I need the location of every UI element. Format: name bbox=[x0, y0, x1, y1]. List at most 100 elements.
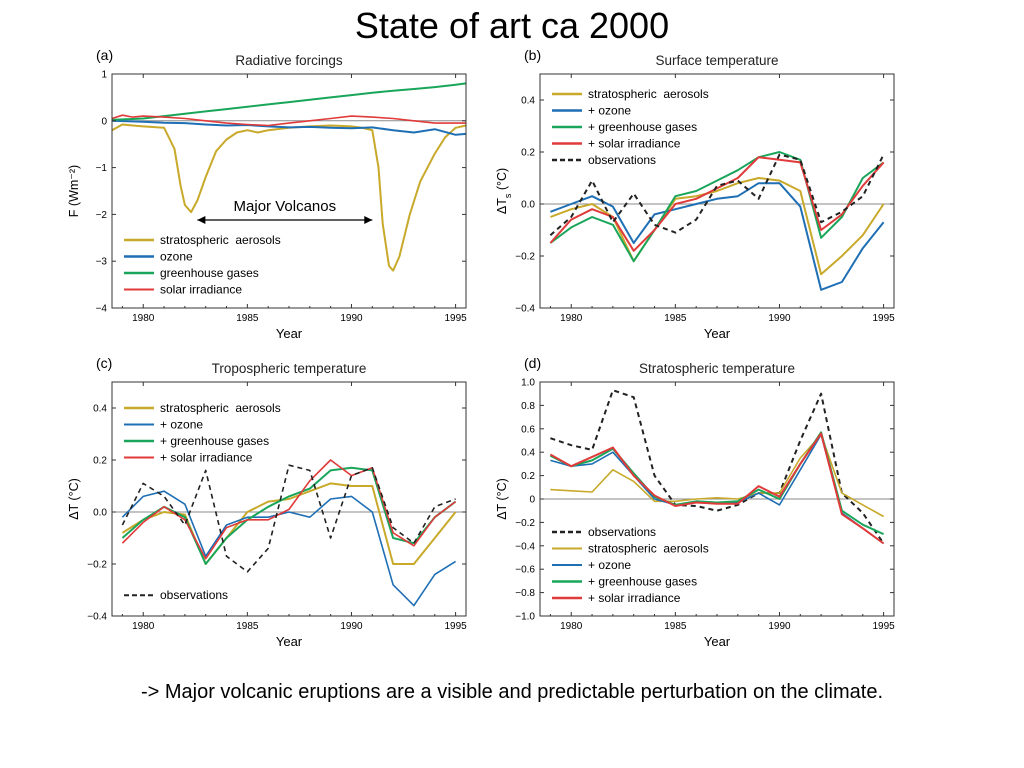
series-line-ozone bbox=[121, 490, 457, 607]
x-tick-label: 1995 bbox=[872, 313, 895, 324]
legend-label-ozone: + ozone bbox=[588, 104, 631, 118]
x-tick-label: 1995 bbox=[444, 621, 467, 632]
x-axis-label: Year bbox=[704, 326, 731, 341]
series-line-observations bbox=[121, 464, 456, 573]
y-axis-label: ΔT (°C) bbox=[495, 478, 509, 520]
x-tick-label: 1980 bbox=[560, 313, 583, 324]
legend-label-solar-irradiance: solar irradiance bbox=[160, 283, 242, 297]
slide-caption: -> Major volcanic eruptions are a visibl… bbox=[140, 681, 884, 703]
y-tick-label: 0.6 bbox=[521, 424, 535, 435]
x-tick-label: 1995 bbox=[872, 621, 895, 632]
y-tick-label: 0 bbox=[101, 116, 107, 127]
x-axis-label: Year bbox=[276, 634, 303, 649]
legend-label-ozone: + ozone bbox=[588, 558, 631, 572]
chart-title: Radiative forcings bbox=[235, 53, 343, 68]
x-axis-label: Year bbox=[276, 326, 303, 341]
volcano-arrow-left-head bbox=[197, 216, 206, 225]
y-tick-label: 0.2 bbox=[521, 148, 535, 159]
series-line-observations bbox=[549, 153, 885, 236]
series-line-stratospheric-aerosols bbox=[550, 177, 885, 276]
y-tick-label: −0.8 bbox=[515, 588, 535, 599]
x-tick-label: 1985 bbox=[664, 313, 687, 324]
y-axis-label: ΔT (°C) bbox=[67, 478, 81, 520]
legend-label-solar-irradiance: + solar irradiance bbox=[160, 451, 253, 465]
series-line-stratospheric-aerosols bbox=[111, 123, 467, 272]
y-tick-label: −0.4 bbox=[87, 612, 107, 623]
x-axis-label: Year bbox=[704, 634, 731, 649]
y-tick-label: −4 bbox=[96, 304, 108, 315]
legend-label-observations: observations bbox=[588, 153, 656, 167]
series-line-greenhouse-gases bbox=[549, 151, 885, 263]
y-tick-label: −0.2 bbox=[515, 518, 535, 529]
y-tick-label: 1 bbox=[101, 70, 107, 81]
x-tick-label: 1995 bbox=[444, 313, 467, 324]
panel-label: (d) bbox=[524, 355, 541, 371]
chart-title: Tropospheric temperature bbox=[212, 361, 367, 376]
panel-label: (b) bbox=[524, 47, 541, 63]
y-tick-label: 0.0 bbox=[93, 508, 107, 519]
y-tick-label: 0.2 bbox=[521, 471, 535, 482]
y-tick-label: −1.0 bbox=[515, 612, 535, 623]
panel-label: (c) bbox=[96, 355, 112, 371]
x-tick-label: 1990 bbox=[768, 313, 791, 324]
x-tick-label: 1990 bbox=[340, 621, 363, 632]
series-line-solar-irradiance bbox=[111, 114, 466, 127]
legend-label-stratospheric-aerosols: stratospheric aerosols bbox=[160, 401, 281, 415]
tropospheric-temperature-chart: (c) Tropospheric temperature 1980 1985 1990 1… bbox=[67, 355, 467, 649]
y-tick-label: −0.2 bbox=[87, 560, 107, 571]
panel-label: (a) bbox=[96, 47, 113, 63]
x-tick-label: 1985 bbox=[236, 621, 259, 632]
legend-label-solar-irradiance: + solar irradiance bbox=[588, 137, 681, 151]
x-tick-label: 1980 bbox=[560, 621, 583, 632]
legend-label-stratospheric-aerosols: stratospheric aerosols bbox=[588, 87, 709, 101]
y-tick-label: 0.8 bbox=[521, 401, 535, 412]
y-tick-label: −1 bbox=[96, 163, 108, 174]
y-axis-label: ΔTs (°C) bbox=[495, 168, 513, 214]
x-tick-label: 1990 bbox=[340, 313, 363, 324]
series-line-stratospheric-aerosols bbox=[550, 433, 884, 518]
series-line-solar-irradiance bbox=[549, 156, 885, 252]
x-tick-label: 1980 bbox=[132, 621, 155, 632]
series-line-greenhouse-gases bbox=[111, 82, 467, 121]
legend-label-greenhouse-gases: + greenhouse gases bbox=[588, 120, 697, 134]
series-line-observations bbox=[550, 389, 885, 545]
x-tick-label: 1985 bbox=[236, 313, 259, 324]
y-tick-label: −3 bbox=[96, 257, 108, 268]
y-tick-label: 0.4 bbox=[521, 448, 535, 459]
y-tick-label: −0.6 bbox=[515, 565, 535, 576]
legend-label-stratospheric-aerosols: stratospheric aerosols bbox=[160, 233, 281, 247]
stratospheric-temperature-chart: (d) Stratospheric temperature 1980 1985 1990… bbox=[495, 355, 895, 649]
slide-title: State of art ca 2000 bbox=[354, 5, 670, 46]
series-line-ozone bbox=[550, 182, 885, 291]
y-tick-label: −0.4 bbox=[515, 541, 535, 552]
series-line-solar-irradiance bbox=[121, 459, 457, 560]
volcano-arrow-right-head bbox=[364, 216, 373, 225]
legend-label-solar-irradiance: + solar irradiance bbox=[588, 591, 681, 605]
chart-title: Stratospheric temperature bbox=[639, 361, 795, 376]
legend-label-greenhouse-gases: + greenhouse gases bbox=[588, 575, 697, 589]
y-tick-label: 1.0 bbox=[521, 378, 535, 389]
chart-title: Surface temperature bbox=[655, 53, 778, 68]
y-tick-label: −0.4 bbox=[515, 304, 535, 315]
x-tick-label: 1980 bbox=[132, 313, 155, 324]
y-tick-label: 0.0 bbox=[521, 200, 535, 211]
x-tick-label: 1990 bbox=[768, 621, 791, 632]
legend-label-observations: observations bbox=[588, 525, 656, 539]
y-axis-label: F (Wm⁻²) bbox=[67, 165, 81, 217]
radiative-forcings-chart: (a) Radiative forcings 1980 1985 1990 1995 1 0 −… bbox=[67, 47, 467, 341]
legend-label-ozone: ozone bbox=[160, 250, 193, 264]
series-line-greenhouse-gases bbox=[121, 466, 457, 565]
series-line-solar-irradiance bbox=[549, 432, 885, 545]
surface-temperature-chart: (b) Surface temperature 1980 1985 1990 1995 0.… bbox=[495, 47, 895, 341]
legend-label-stratospheric-aerosols: stratospheric aerosols bbox=[588, 542, 709, 556]
y-tick-label: 0 bbox=[529, 495, 535, 506]
y-tick-label: 0.2 bbox=[93, 456, 107, 467]
y-tick-label: −2 bbox=[96, 210, 108, 221]
y-tick-label: 0.4 bbox=[93, 404, 107, 415]
legend-label-ozone: + ozone bbox=[160, 418, 203, 432]
legend-label-greenhouse-gases: greenhouse gases bbox=[160, 266, 259, 280]
y-tick-label: −0.2 bbox=[515, 252, 535, 263]
x-tick-label: 1985 bbox=[664, 621, 687, 632]
y-tick-label: 0.4 bbox=[521, 96, 535, 107]
volcano-annotation: Major Volcanos bbox=[234, 198, 337, 215]
